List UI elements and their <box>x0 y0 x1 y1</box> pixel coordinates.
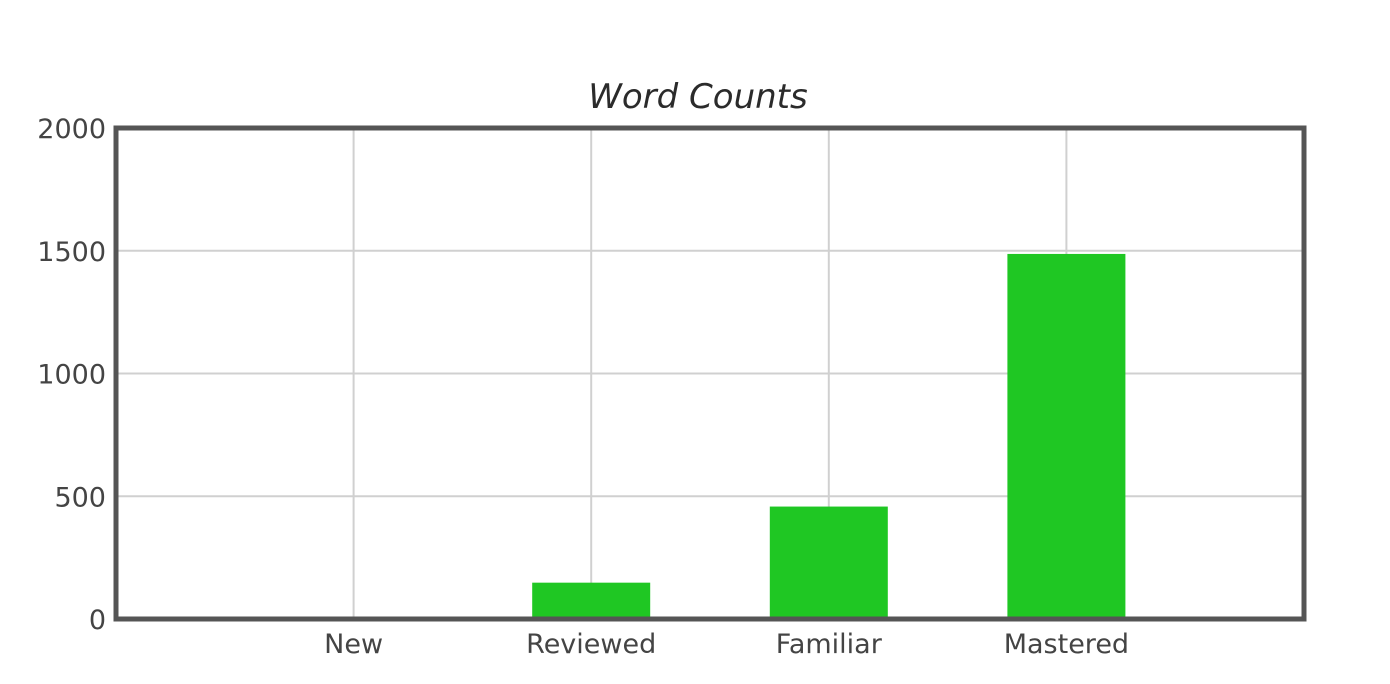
x-tick-label: Mastered <box>1004 629 1129 660</box>
y-axis-tick-labels: 0 500 1000 1500 2000 <box>37 114 106 636</box>
y-tick-label: 500 <box>54 482 106 513</box>
y-tick-label: 2000 <box>37 114 106 145</box>
y-tick-label: 1000 <box>37 360 106 391</box>
plot-frame <box>113 125 1307 622</box>
chart-title: Word Counts <box>588 77 807 117</box>
x-axis-tick-labels: New Reviewed Familiar Mastered <box>324 629 1129 660</box>
x-tick-label: Reviewed <box>526 629 656 660</box>
bar-reviewed <box>532 582 651 619</box>
x-tick-label: New <box>324 629 383 660</box>
y-tick-label: 1500 <box>37 237 106 268</box>
bar-mastered <box>1007 253 1126 619</box>
y-tick-label: 0 <box>89 605 106 636</box>
x-tick-label: Familiar <box>776 629 883 660</box>
bars <box>294 253 1126 619</box>
grid-lines <box>116 128 1304 619</box>
bar-familiar <box>769 506 888 619</box>
